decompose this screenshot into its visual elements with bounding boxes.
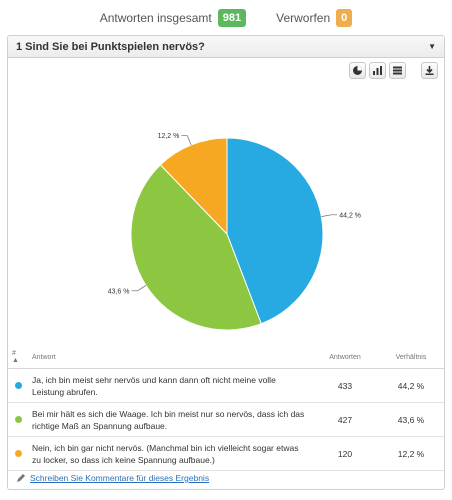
row-color-dot bbox=[8, 368, 28, 403]
answer-header: Antwort bbox=[28, 346, 312, 369]
row-ratio: 44,2 % bbox=[378, 368, 444, 403]
total-answers-badge: 981 bbox=[217, 9, 247, 27]
rejected-label: Verworfen bbox=[276, 11, 331, 25]
collapse-caret-icon[interactable]: ▼ bbox=[428, 42, 436, 51]
pie-label-2: 12,2 % bbox=[158, 133, 180, 140]
answers-table: # ▲ Antwort Antworten Verhältnis Ja, ich… bbox=[8, 346, 444, 471]
pie-chart-icon[interactable] bbox=[349, 62, 366, 79]
ratio-header: Verhältnis bbox=[378, 346, 444, 369]
pie-leader-line-2 bbox=[181, 135, 192, 146]
row-count: 433 bbox=[312, 368, 378, 403]
table-row: Bei mir hält es sich die Waage. Ich bin … bbox=[8, 402, 444, 437]
comment-area: Schreiben Sie Kommentare für dieses Erge… bbox=[16, 473, 209, 483]
table-header-row: # ▲ Antwort Antworten Verhältnis bbox=[8, 346, 444, 369]
row-color-dot bbox=[8, 402, 28, 437]
pie-slice-1[interactable] bbox=[130, 164, 262, 331]
table-row: Nein, ich bin gar nicht nervös. (Manchma… bbox=[8, 436, 444, 471]
table-row: Ja, ich bin meist sehr nervös und kann d… bbox=[8, 368, 444, 403]
rejected-badge: 0 bbox=[336, 9, 353, 27]
row-answer: Ja, ich bin meist sehr nervös und kann d… bbox=[28, 368, 312, 403]
question-panel: 1 Sind Sie bei Punktspielen nervös? ▼ 44… bbox=[7, 35, 445, 490]
download-icon[interactable] bbox=[421, 62, 438, 79]
pie-leader-line-1 bbox=[131, 285, 147, 292]
list-icon[interactable] bbox=[389, 62, 406, 79]
pie-label-0: 44,2 % bbox=[339, 212, 361, 219]
row-ratio: 43,6 % bbox=[378, 402, 444, 437]
question-title: 1 Sind Sie bei Punktspielen nervös? bbox=[16, 40, 205, 53]
row-ratio: 12,2 % bbox=[378, 436, 444, 471]
pencil-icon bbox=[17, 474, 25, 482]
row-answer: Bei mir hält es sich die Waage. Ich bin … bbox=[28, 402, 312, 437]
chart-toolbar bbox=[349, 62, 438, 79]
row-count: 120 bbox=[312, 436, 378, 471]
pie-label-1: 43,6 % bbox=[108, 288, 130, 295]
row-color-dot bbox=[8, 436, 28, 471]
question-header[interactable]: 1 Sind Sie bei Punktspielen nervös? ▼ bbox=[8, 36, 444, 58]
bar-chart-icon[interactable] bbox=[369, 62, 386, 79]
pie-chart: 44,2 % 43,6 % 12,2 % bbox=[108, 133, 361, 331]
count-header: Antworten bbox=[312, 346, 378, 369]
write-comment-link[interactable]: Schreiben Sie Kommentare für dieses Erge… bbox=[30, 473, 210, 483]
row-answer: Nein, ich bin gar nicht nervös. (Manchma… bbox=[28, 436, 312, 471]
result-summary: Antworten insgesamt 981 Verworfen 0 bbox=[0, 8, 452, 28]
pie-leader-line-0 bbox=[321, 214, 338, 217]
row-count: 427 bbox=[312, 402, 378, 437]
pie-slice-0[interactable] bbox=[226, 137, 324, 325]
num-header[interactable]: # ▲ bbox=[8, 346, 28, 369]
total-answers-label: Antworten insgesamt bbox=[99, 11, 212, 25]
